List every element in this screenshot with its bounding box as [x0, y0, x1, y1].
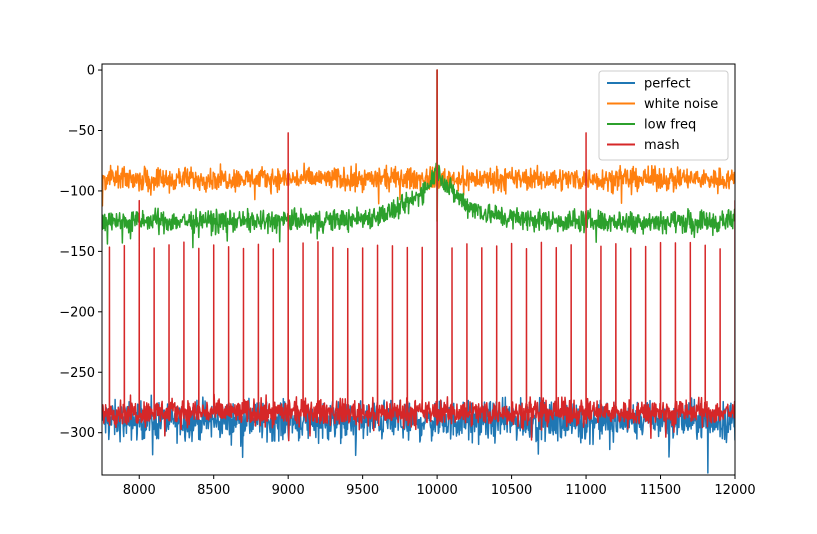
plot-frame	[101, 63, 736, 476]
y-tick-label: −50	[68, 124, 95, 139]
x-tick-label: 11000	[565, 483, 606, 498]
legend: perfect white noise low freq mash	[598, 70, 729, 161]
legend-label: mash	[644, 138, 680, 153]
y-tick-label: −200	[59, 305, 95, 320]
series-line-white-noise	[102, 69, 735, 207]
series-layer	[102, 69, 735, 474]
x-tick-label: 9000	[272, 483, 305, 498]
y-tick-label: −250	[59, 366, 95, 381]
y-tick-label: −300	[59, 426, 95, 441]
legend-label: perfect	[644, 77, 690, 92]
legend-label: white noise	[644, 97, 718, 112]
x-tick-label: 11500	[640, 483, 681, 498]
x-tick-label: 10500	[491, 483, 532, 498]
x-axis: 8000 8500 9000 9500 10000 10500 11000 11500 1200…	[123, 475, 756, 498]
y-tick-label: −150	[59, 245, 95, 260]
y-tick-label: 0	[87, 64, 95, 79]
y-axis: 0 −50 −100 −150 −200 −250 −300	[59, 64, 102, 441]
y-tick-label: −100	[59, 184, 95, 199]
x-tick-label: 10000	[416, 483, 457, 498]
x-tick-label: 9500	[346, 483, 379, 498]
x-tick-label: 8000	[123, 483, 156, 498]
x-tick-label: 12000	[714, 483, 755, 498]
legend-label: low freq	[644, 118, 696, 133]
x-tick-label: 8500	[197, 483, 230, 498]
series-line-mash	[102, 69, 735, 442]
series-line-low-freq	[102, 69, 735, 249]
legend-box	[598, 70, 729, 161]
